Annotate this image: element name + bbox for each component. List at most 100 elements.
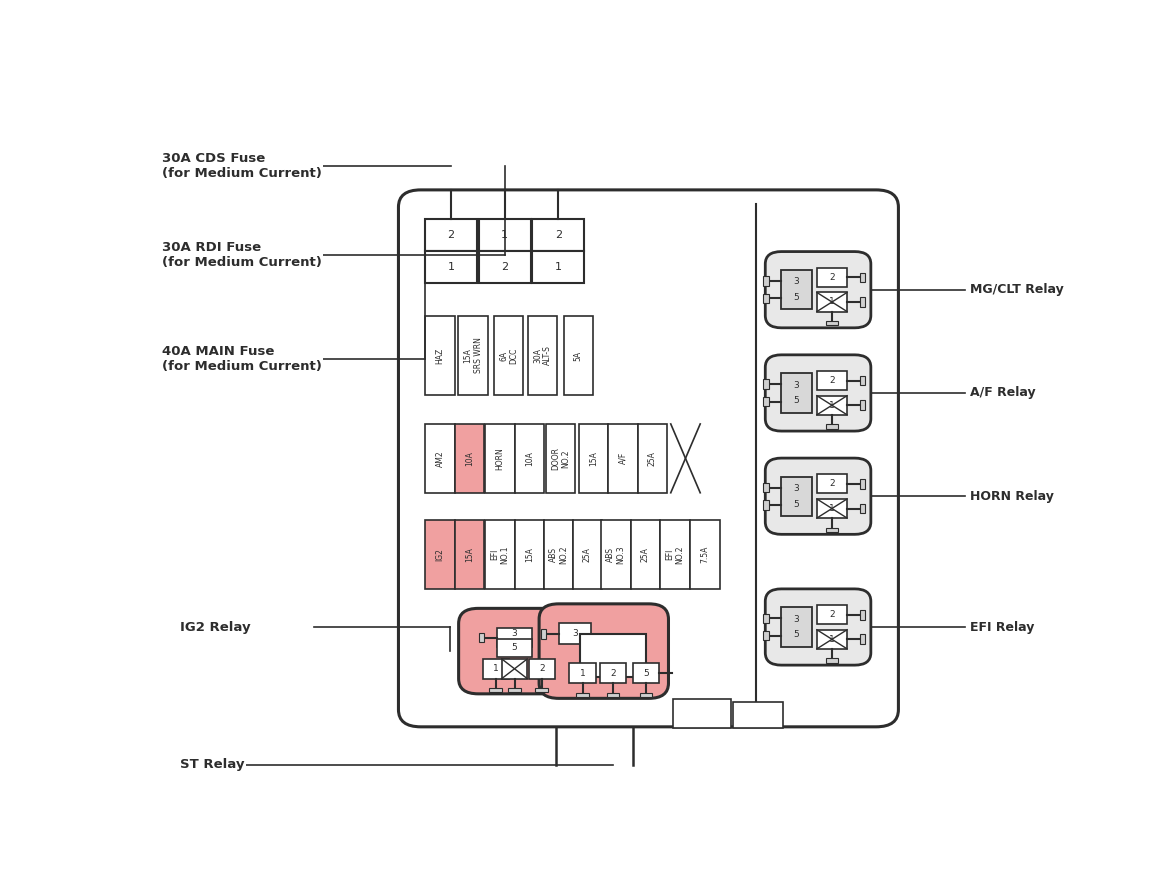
Text: 7.5A: 7.5A (700, 546, 710, 563)
FancyBboxPatch shape (485, 520, 515, 589)
Text: ABS
NO.2: ABS NO.2 (550, 545, 568, 564)
Text: 1: 1 (829, 298, 835, 307)
FancyBboxPatch shape (529, 659, 554, 679)
FancyBboxPatch shape (765, 589, 871, 665)
Text: 30A RDI Fuse
(for Medium Current): 30A RDI Fuse (for Medium Current) (161, 241, 321, 269)
Text: EFI
NO.2: EFI NO.2 (665, 545, 684, 564)
FancyBboxPatch shape (573, 520, 602, 589)
FancyBboxPatch shape (765, 251, 871, 328)
FancyBboxPatch shape (764, 293, 768, 303)
FancyBboxPatch shape (764, 500, 768, 510)
Text: 6A
DCC: 6A DCC (499, 347, 518, 364)
Text: A/F: A/F (619, 452, 628, 465)
FancyBboxPatch shape (536, 688, 548, 693)
FancyBboxPatch shape (425, 220, 477, 251)
FancyBboxPatch shape (674, 699, 732, 729)
FancyBboxPatch shape (425, 520, 455, 589)
FancyBboxPatch shape (817, 268, 847, 287)
FancyBboxPatch shape (660, 520, 690, 589)
FancyBboxPatch shape (817, 629, 847, 649)
FancyBboxPatch shape (734, 702, 782, 729)
FancyBboxPatch shape (399, 190, 899, 727)
FancyBboxPatch shape (578, 424, 608, 493)
Text: 1: 1 (579, 669, 585, 678)
FancyBboxPatch shape (764, 483, 768, 493)
FancyBboxPatch shape (859, 503, 865, 513)
FancyBboxPatch shape (528, 316, 558, 395)
FancyBboxPatch shape (859, 401, 865, 410)
Text: 15A: 15A (465, 547, 473, 562)
FancyBboxPatch shape (425, 316, 455, 395)
FancyBboxPatch shape (638, 424, 667, 493)
FancyBboxPatch shape (764, 631, 768, 640)
Text: 5: 5 (794, 500, 799, 509)
Text: 15A
SRS WRN: 15A SRS WRN (463, 338, 483, 374)
Text: 1: 1 (501, 231, 508, 240)
Text: MG/CLT Relay: MG/CLT Relay (970, 283, 1063, 296)
FancyBboxPatch shape (817, 371, 847, 390)
FancyBboxPatch shape (569, 662, 596, 683)
Text: 2: 2 (829, 479, 835, 488)
Text: 1: 1 (555, 262, 562, 272)
Text: 1: 1 (829, 635, 835, 644)
Text: 3: 3 (511, 628, 517, 637)
FancyBboxPatch shape (425, 251, 477, 283)
FancyBboxPatch shape (817, 605, 847, 624)
FancyBboxPatch shape (765, 458, 871, 535)
FancyBboxPatch shape (494, 316, 523, 395)
FancyBboxPatch shape (479, 220, 531, 251)
FancyBboxPatch shape (639, 693, 652, 697)
FancyBboxPatch shape (817, 292, 847, 311)
Text: EFI
NO.1: EFI NO.1 (490, 545, 509, 564)
FancyBboxPatch shape (485, 424, 515, 493)
Text: 3: 3 (794, 615, 799, 624)
FancyBboxPatch shape (497, 638, 532, 657)
FancyBboxPatch shape (859, 635, 865, 644)
Text: AM2: AM2 (435, 450, 445, 467)
Text: 1: 1 (829, 401, 835, 409)
FancyBboxPatch shape (539, 603, 668, 698)
FancyBboxPatch shape (483, 659, 508, 679)
FancyBboxPatch shape (479, 633, 484, 643)
Text: 3: 3 (571, 629, 577, 638)
FancyBboxPatch shape (501, 659, 528, 679)
FancyBboxPatch shape (859, 375, 865, 385)
Text: IG2: IG2 (435, 548, 445, 561)
FancyBboxPatch shape (458, 608, 570, 694)
FancyBboxPatch shape (764, 276, 768, 286)
Text: 1: 1 (448, 262, 455, 272)
Text: 3: 3 (794, 484, 799, 493)
FancyBboxPatch shape (541, 628, 546, 638)
FancyBboxPatch shape (563, 316, 593, 395)
Text: 30A
ALT-S: 30A ALT-S (533, 345, 552, 366)
FancyBboxPatch shape (826, 425, 839, 428)
Text: 2: 2 (829, 611, 835, 620)
FancyBboxPatch shape (765, 355, 871, 431)
Text: HORN: HORN (495, 447, 505, 469)
Text: 3: 3 (794, 381, 799, 390)
FancyBboxPatch shape (532, 220, 584, 251)
Text: 3: 3 (794, 277, 799, 286)
Text: EFI Relay: EFI Relay (970, 620, 1034, 634)
FancyBboxPatch shape (781, 270, 811, 309)
FancyBboxPatch shape (544, 520, 574, 589)
Text: A/F Relay: A/F Relay (970, 386, 1036, 400)
FancyBboxPatch shape (455, 520, 484, 589)
Text: 1: 1 (829, 504, 835, 513)
FancyBboxPatch shape (764, 613, 768, 623)
FancyBboxPatch shape (490, 688, 502, 693)
Text: 15A: 15A (525, 547, 533, 562)
FancyBboxPatch shape (764, 397, 768, 407)
FancyBboxPatch shape (425, 424, 455, 493)
FancyBboxPatch shape (826, 527, 839, 532)
Text: HAZ: HAZ (435, 347, 445, 364)
FancyBboxPatch shape (817, 499, 847, 518)
FancyBboxPatch shape (601, 520, 630, 589)
Text: 2: 2 (611, 669, 616, 678)
FancyBboxPatch shape (826, 321, 839, 325)
Text: 2: 2 (501, 262, 508, 272)
FancyBboxPatch shape (632, 662, 659, 683)
FancyBboxPatch shape (781, 374, 811, 413)
FancyBboxPatch shape (508, 688, 521, 693)
Text: 2: 2 (539, 664, 545, 673)
